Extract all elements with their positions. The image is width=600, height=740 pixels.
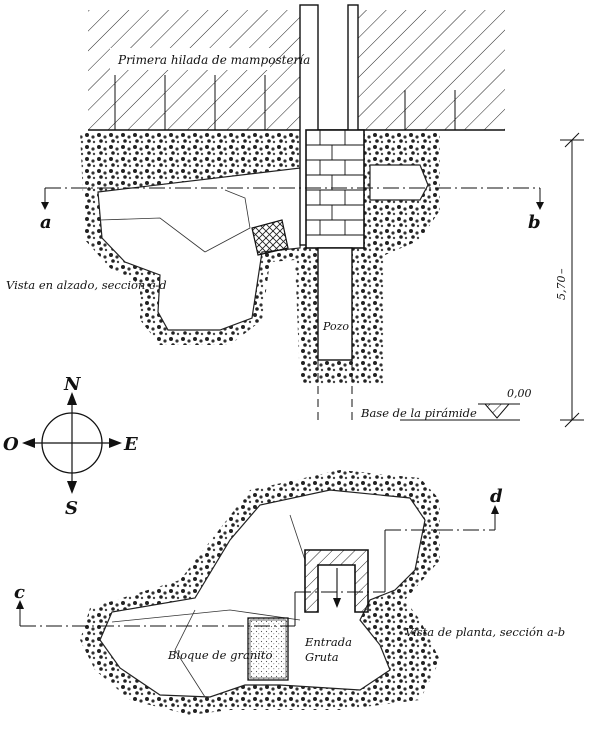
svg-text:–: –: [555, 268, 568, 274]
compass-rose: [22, 392, 122, 494]
masonry-joints: [114, 75, 456, 130]
section-label-a: a: [40, 212, 52, 233]
elevation-view: [41, 4, 584, 428]
compass-east: E: [123, 434, 138, 455]
compass-north: N: [63, 374, 82, 395]
shaft-brick-lining: [305, 129, 365, 249]
entrance-wall: [304, 549, 369, 613]
north-arrow-icon: [67, 392, 77, 405]
entrance-label: Entrada: [304, 635, 352, 649]
elevation-view-label: Vista en alzado, sección c-d: [6, 278, 167, 292]
compass-west: O: [3, 434, 19, 455]
granite-block-plan: [247, 617, 289, 681]
section-label-d: d: [490, 486, 503, 507]
shaft-label: Pozo: [322, 320, 349, 333]
granite-block-label: Bloque de granito: [167, 648, 273, 662]
section-label-c: c: [14, 582, 25, 603]
plan-view-label: Vista de planta, sección a-b: [405, 625, 565, 639]
granite-block-elevation: [251, 219, 289, 256]
shaft-lower: [317, 247, 353, 361]
first-course-label: Primera hilada de mampostería: [117, 53, 310, 67]
level-marker: [483, 403, 511, 419]
level-zero-label: 0,00: [507, 387, 532, 400]
height-label: 5,70: [555, 276, 568, 301]
plan-view: [16, 470, 499, 715]
section-label-b: b: [528, 212, 541, 233]
compass-south: S: [65, 498, 78, 519]
entrance-arrow-icon: [333, 598, 341, 608]
cave-cavity-plan: [99, 489, 426, 698]
masonry-hatch: [357, 10, 505, 130]
pyramid-base-label: Base de la pirámide: [360, 406, 477, 420]
cave-cavity-right: [369, 164, 429, 201]
grotto-label: Gruta: [305, 650, 339, 664]
brick-joints: [306, 130, 364, 236]
